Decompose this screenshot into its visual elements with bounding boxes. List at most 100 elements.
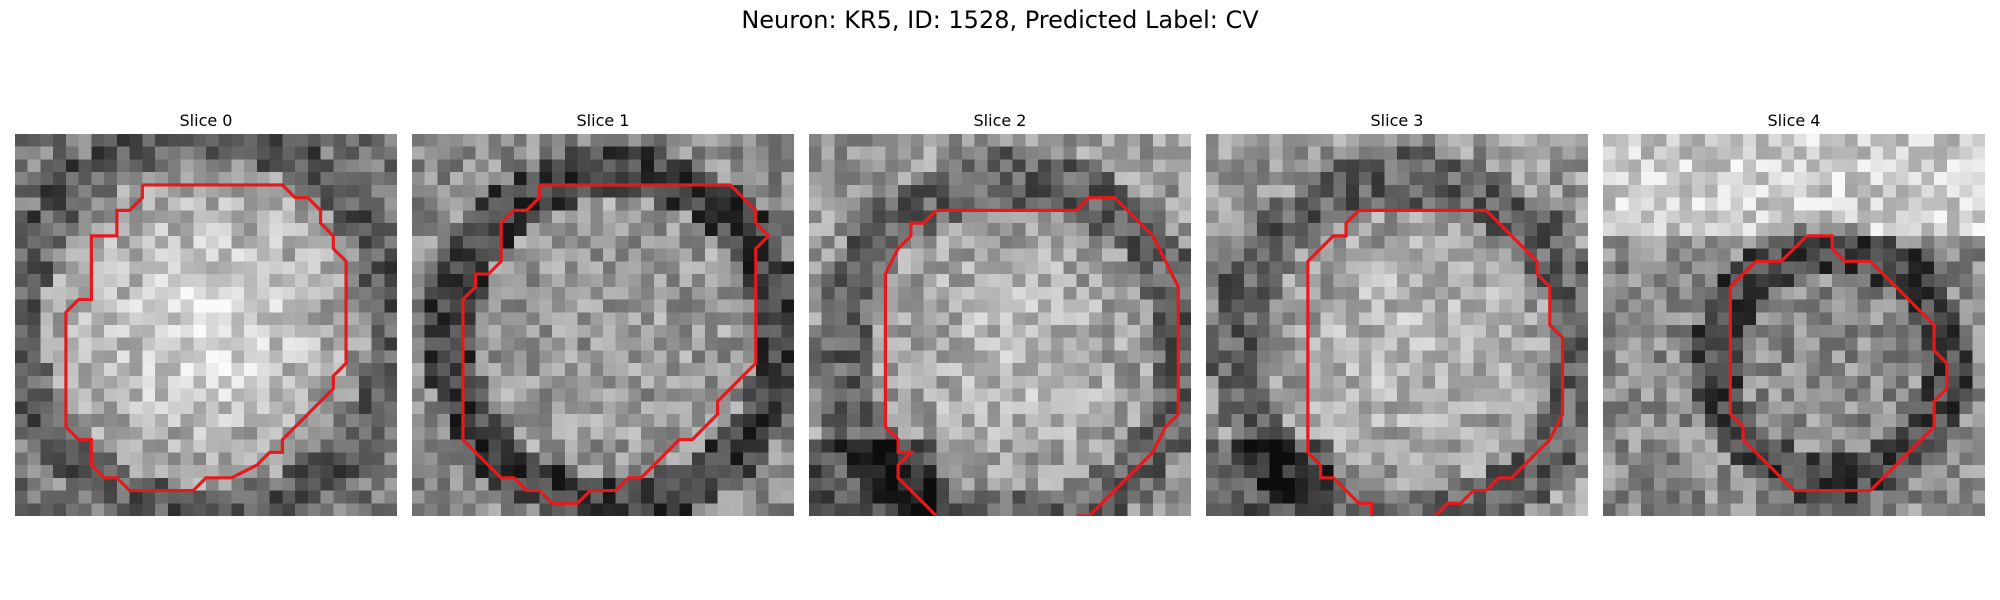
pixel	[1883, 325, 1897, 338]
pixel	[1025, 414, 1039, 428]
pixel	[755, 477, 769, 491]
pixel	[1908, 363, 1922, 377]
pixel	[1295, 414, 1309, 428]
pixel	[142, 172, 156, 186]
pixel	[1384, 134, 1398, 147]
pixel	[1140, 172, 1154, 186]
pixel	[1152, 490, 1166, 504]
pixel	[577, 159, 591, 173]
pixel	[1768, 325, 1782, 338]
pixel	[1178, 439, 1191, 453]
pixel	[295, 312, 309, 326]
pixel	[15, 184, 28, 198]
pixel	[1320, 426, 1334, 440]
pixel	[358, 299, 372, 313]
pixel	[78, 159, 92, 173]
pixel	[1101, 401, 1115, 415]
pixel	[936, 223, 950, 237]
pixel	[743, 477, 757, 491]
pixel	[333, 325, 347, 338]
pixel	[1460, 274, 1474, 288]
pixel	[65, 312, 79, 326]
pixel	[590, 414, 604, 428]
pixel	[1307, 274, 1321, 288]
pixel	[1806, 465, 1820, 479]
pixel	[1307, 235, 1321, 249]
pixel	[1819, 401, 1833, 415]
pixel	[936, 312, 950, 326]
pixel	[653, 426, 667, 440]
pixel	[1511, 172, 1525, 186]
pixel	[821, 401, 835, 415]
pixel	[768, 184, 782, 198]
pixel	[1307, 146, 1321, 160]
pixel	[180, 426, 194, 440]
pixel	[1346, 159, 1360, 173]
pixel	[1358, 235, 1372, 249]
pixel	[78, 134, 92, 147]
pixel	[847, 172, 861, 186]
pixel	[1256, 159, 1270, 173]
pixel	[1730, 286, 1744, 300]
pixel	[834, 503, 848, 516]
pixel	[1946, 274, 1960, 288]
pixel	[666, 261, 680, 275]
pixel	[1282, 465, 1296, 479]
pixel	[206, 146, 219, 160]
pixel	[910, 261, 924, 275]
pixel	[859, 375, 873, 389]
pixel	[1282, 439, 1296, 453]
pixel	[1603, 235, 1616, 249]
pixel	[821, 375, 835, 389]
pixel	[1844, 452, 1858, 466]
pixel	[437, 134, 451, 147]
pixel	[1857, 337, 1871, 351]
pixel	[641, 286, 655, 300]
pixel	[1114, 299, 1128, 313]
pixel	[129, 184, 143, 198]
pixel	[282, 477, 296, 491]
pixel	[269, 261, 283, 275]
pixel	[859, 172, 873, 186]
pixel	[1832, 414, 1846, 428]
pixel	[384, 134, 397, 147]
pixel	[1038, 261, 1052, 275]
pixel	[437, 172, 451, 186]
pixel	[1781, 274, 1795, 288]
pixel	[1628, 261, 1642, 275]
pixel	[1511, 248, 1525, 262]
pixel	[1397, 477, 1410, 491]
pixel	[1883, 299, 1897, 313]
pixel	[1806, 363, 1820, 377]
pixel	[40, 363, 54, 377]
pixel	[898, 274, 912, 288]
pixel	[129, 223, 143, 237]
pixel	[256, 299, 270, 313]
pixel	[1089, 325, 1103, 338]
pixel	[834, 363, 848, 377]
pixel	[1244, 401, 1258, 415]
pixel	[155, 325, 169, 338]
pixel	[679, 299, 693, 313]
pixel	[1603, 223, 1616, 237]
pixel	[1486, 465, 1500, 479]
pixel	[1114, 363, 1128, 377]
pixel	[1641, 414, 1655, 428]
pixel	[936, 363, 950, 377]
pixel	[371, 223, 385, 237]
pixel	[885, 401, 899, 415]
pixel	[590, 223, 604, 237]
pixel	[730, 401, 744, 415]
pixel	[501, 261, 515, 275]
pixel	[142, 414, 156, 428]
pixel	[346, 172, 360, 186]
pixel	[1704, 248, 1718, 262]
pixel	[526, 375, 540, 389]
pixel	[1679, 210, 1693, 224]
pixel	[1012, 452, 1026, 466]
pixel	[679, 439, 693, 453]
pixel	[371, 426, 385, 440]
pixel	[1857, 286, 1871, 300]
pixel	[809, 477, 822, 491]
pixel	[730, 477, 744, 491]
